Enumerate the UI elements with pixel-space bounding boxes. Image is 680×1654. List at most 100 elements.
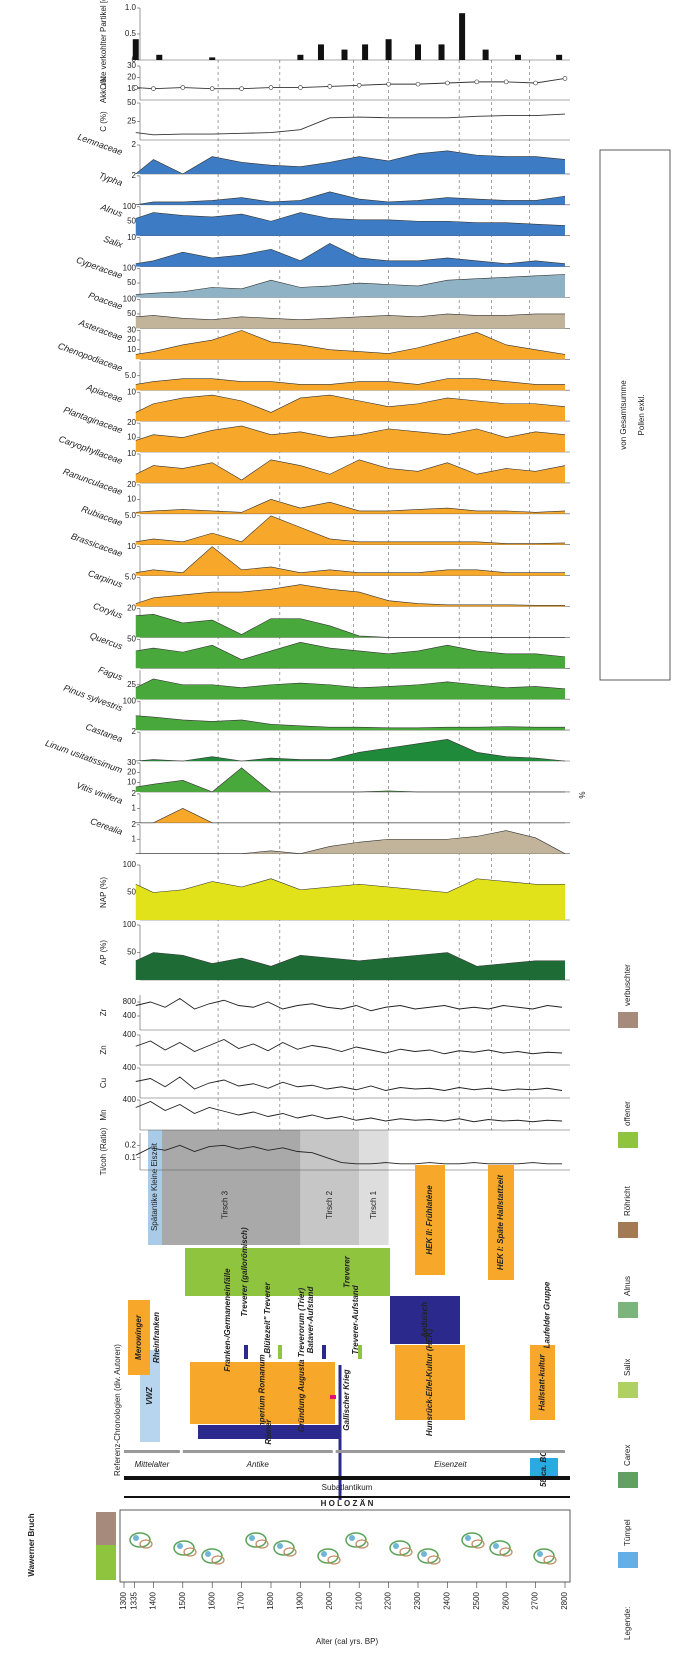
taxon-label: Typha (98, 170, 124, 188)
bar (362, 44, 368, 60)
tick-label: 10 (127, 433, 136, 442)
tick-label: 100 (123, 295, 137, 304)
zone-label: Tirsch 3 (221, 1190, 230, 1219)
taxon-label: Linum usitatissimum (44, 738, 124, 775)
plant-icon (177, 1543, 183, 1549)
marker (328, 84, 332, 88)
page: {"title":"Wawerner Bruch", "age_axis":{"… (0, 0, 680, 1654)
area-fill (136, 547, 565, 576)
taxon-label: Chenopodiaceae (57, 341, 124, 374)
period-label: Eisenzeit (434, 1460, 467, 1469)
taxon-label: Caryophyllaceae (58, 434, 124, 466)
taxon-label: Ranunculaceae (62, 466, 124, 497)
tick-label: 50 (127, 888, 136, 897)
marker (151, 87, 155, 91)
x-tick-label: 2100 (354, 1591, 363, 1609)
marker (210, 87, 214, 91)
culture-label: HEK II: Frühlatène (425, 1185, 434, 1255)
culture-label: VWZ (145, 1386, 154, 1405)
x-tick-label: 2400 (443, 1591, 452, 1609)
event-marker (244, 1345, 248, 1359)
area-fill (136, 739, 565, 761)
culture-label: Hunsrück-Eifel-Kultur (HEK) (425, 1329, 434, 1436)
area-fill (136, 330, 565, 359)
legend-swatch (618, 1382, 638, 1398)
line (136, 1102, 562, 1122)
plant-icon (205, 1551, 211, 1557)
area-fill (136, 426, 565, 452)
x-tick-label: 2500 (472, 1591, 481, 1609)
line (136, 1040, 562, 1054)
tick-label: 5.0 (125, 511, 137, 520)
area-fill (136, 516, 565, 545)
area-fill (136, 642, 565, 668)
marker (240, 87, 244, 91)
plant-icon (393, 1543, 399, 1549)
strip-label: Cu (99, 1078, 108, 1088)
culture-label: 58 ca. BC (539, 1451, 548, 1487)
legend-swatch (618, 1222, 638, 1238)
tick-label: 0.2 (125, 1140, 137, 1149)
taxon-label: Quercus (89, 630, 125, 651)
tick-label: 400 (123, 1011, 137, 1020)
taxon-label: Alnus (98, 201, 124, 219)
note-line: von Gesamtsumme (619, 380, 628, 450)
tick-label: 5.0 (125, 371, 137, 380)
legend-swatch (618, 1012, 638, 1028)
marker (445, 81, 449, 85)
tick-label: 400 (123, 1063, 137, 1072)
percent-label: % (578, 791, 587, 798)
period-label: Mittelalter (135, 1460, 170, 1469)
tick-label: 100 (123, 202, 137, 211)
area-fill (136, 716, 565, 730)
marker (416, 82, 420, 86)
epoch-label: Subatlantikum (322, 1483, 373, 1492)
legend-label: verbuschter (623, 964, 632, 1006)
zone-label: Tirsch 1 (369, 1190, 378, 1219)
bar (415, 44, 421, 60)
tick-label: 50 (127, 309, 136, 318)
line (136, 78, 565, 88)
tick-label: 25 (127, 680, 136, 689)
marker (357, 83, 361, 87)
period-label: Antike (246, 1460, 270, 1469)
tick-label: 50 (127, 216, 136, 225)
plant-icon (421, 1551, 427, 1557)
taxon-label: Salix (102, 234, 124, 250)
plant-icon (465, 1535, 471, 1541)
marker (387, 82, 391, 86)
tick-label: 50 (127, 278, 136, 287)
culture-label: Hallstatt-kultur (538, 1353, 547, 1410)
plant-icon (493, 1543, 499, 1549)
area-fill (136, 585, 565, 607)
culture-label: Treverer (gallorömisch) (240, 1227, 249, 1317)
marker (134, 86, 138, 90)
tick-label: 10 (127, 387, 136, 396)
tick-label: 0.5 (125, 29, 137, 38)
strip-label: C/N (99, 76, 108, 90)
legend-swatch (618, 1472, 638, 1488)
x-tick-label: 1335 (129, 1591, 138, 1609)
note-line: Pollen exkl. (637, 395, 646, 436)
site-box (120, 1510, 570, 1582)
marker (181, 86, 185, 90)
taxon-label: Lemnaceae (76, 132, 124, 157)
tick-label: 10 (127, 494, 136, 503)
x-tick-label: 1500 (178, 1591, 187, 1609)
tick-label: 800 (123, 997, 137, 1006)
legend-swatch (618, 1302, 638, 1318)
marker (269, 86, 273, 90)
culture-label: HEK I: Späte Hallstattzeit (496, 1175, 505, 1270)
tick-label: 5.0 (125, 573, 137, 582)
line (136, 1077, 562, 1091)
strip-label: NAP (%) (99, 877, 108, 908)
bar (515, 55, 521, 60)
reference-label: Referenz-Chronologien (div. Autoren) (113, 1344, 122, 1476)
epoch-bar (124, 1496, 570, 1498)
event-marker (358, 1345, 362, 1359)
taxon-label: Corylus (92, 601, 125, 621)
legend-label: Tümpel (623, 1519, 632, 1546)
period-bar (124, 1450, 180, 1453)
marker (504, 80, 508, 84)
event-marker (322, 1345, 326, 1359)
